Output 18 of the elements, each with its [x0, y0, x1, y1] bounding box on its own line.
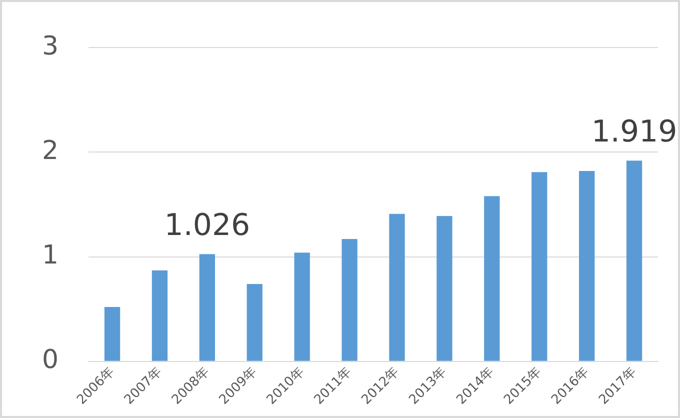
bar [104, 306, 120, 361]
bar [626, 160, 642, 361]
bar [294, 252, 310, 361]
y-tick-label: 1 [42, 240, 59, 271]
bar [484, 196, 500, 361]
data-label: 1.026 [164, 208, 250, 243]
bar [578, 171, 595, 361]
bar [532, 172, 548, 361]
bar [342, 239, 358, 361]
bar [436, 216, 452, 361]
bar [199, 254, 216, 361]
y-tick-label: 0 [42, 345, 59, 376]
y-tick-label: 2 [42, 136, 59, 166]
bar [246, 284, 262, 361]
data-label: 1.919 [591, 114, 678, 150]
bar [152, 270, 168, 361]
bar [389, 214, 405, 361]
y-tick-label: 3 [42, 31, 59, 62]
